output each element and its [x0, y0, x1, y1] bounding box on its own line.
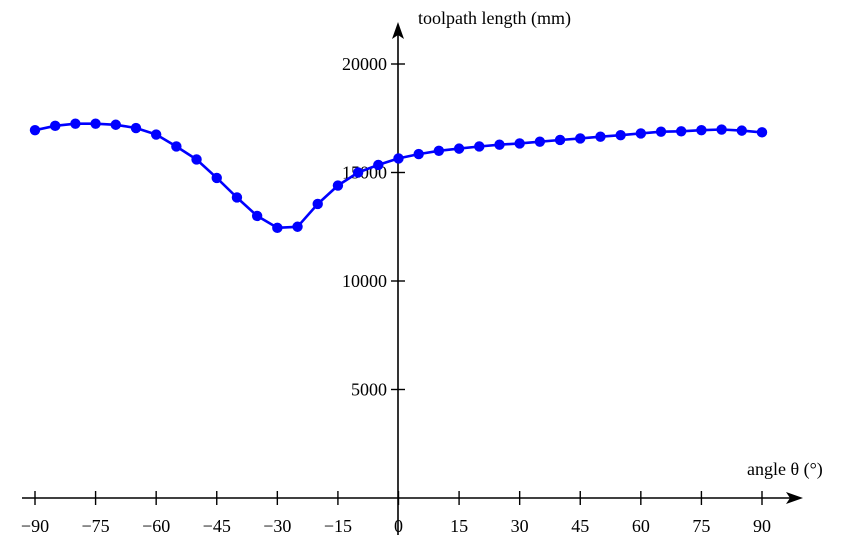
x-tick-label: −60 — [142, 516, 170, 536]
y-tick-label: 5000 — [351, 380, 387, 400]
series-layer — [29, 118, 768, 234]
data-point — [211, 172, 222, 184]
y-axis-arrowhead — [392, 22, 404, 39]
x-tick-label: −75 — [82, 516, 110, 536]
data-point — [453, 143, 465, 154]
data-point — [696, 124, 707, 136]
x-axis-arrowhead — [786, 492, 803, 504]
data-point — [29, 124, 41, 136]
x-tick-label: 90 — [753, 516, 771, 536]
data-point — [292, 221, 303, 232]
data-point — [736, 125, 748, 136]
data-point — [70, 118, 81, 129]
x-tick-label: −45 — [203, 516, 231, 536]
data-point — [191, 154, 202, 165]
x-tick-label: 75 — [692, 516, 710, 536]
x-tick-label: −90 — [21, 516, 49, 536]
data-point — [474, 141, 485, 152]
y-tick-label: 10000 — [342, 271, 387, 291]
x-tick-label: 0 — [394, 516, 403, 536]
data-point — [655, 126, 667, 137]
data-point — [171, 141, 182, 152]
y-tick-label: 20000 — [342, 54, 387, 74]
data-point — [494, 139, 505, 150]
data-point — [130, 122, 142, 134]
data-point — [554, 134, 566, 146]
data-point — [575, 133, 586, 144]
data-point — [251, 210, 263, 222]
data-point — [373, 159, 384, 171]
data-point — [312, 198, 323, 210]
x-tick-label: −15 — [324, 516, 352, 536]
data-point — [635, 128, 647, 139]
data-point — [433, 145, 445, 156]
y-axis-label: toolpath length (mm) — [418, 8, 571, 29]
data-point — [272, 222, 283, 234]
data-point — [676, 126, 687, 137]
data-point — [352, 167, 364, 178]
x-axis-label: angle θ (°) — [747, 459, 823, 480]
x-tick-label: −30 — [263, 516, 291, 536]
data-point — [231, 192, 243, 203]
ticks: −90 −75 −60 −45 −30 −15 0 15 30 45 60 75 90 5000 10000… — [21, 54, 771, 536]
axes — [22, 22, 803, 535]
data-point — [514, 138, 525, 149]
data-point — [413, 148, 424, 160]
data-point — [150, 129, 162, 140]
x-tick-label: 45 — [571, 516, 589, 536]
data-point — [90, 118, 101, 129]
data-point — [595, 131, 606, 142]
data-point — [615, 129, 626, 141]
x-tick-label: 60 — [632, 516, 650, 536]
x-tick-label: 30 — [511, 516, 529, 536]
data-point — [110, 119, 121, 130]
x-tick-label: 15 — [450, 516, 468, 536]
data-point — [49, 120, 61, 132]
data-point — [393, 153, 404, 164]
data-point — [332, 180, 344, 191]
data-point — [534, 136, 546, 147]
data-point — [756, 127, 768, 138]
data-point — [716, 124, 727, 135]
